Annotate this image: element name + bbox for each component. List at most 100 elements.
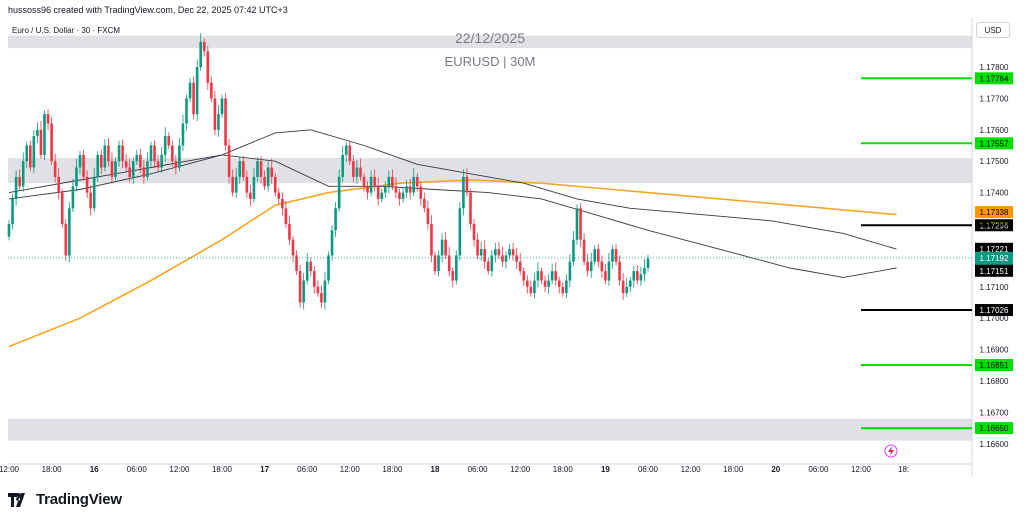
candle-body	[124, 161, 128, 168]
candle-body	[11, 198, 14, 224]
candle-body	[497, 249, 501, 256]
chart-credit: hussoss96 created with TradingView.com, …	[8, 5, 288, 15]
candle-body	[192, 82, 195, 115]
candle-body	[270, 167, 273, 177]
candle-body	[114, 161, 117, 177]
candle-body	[53, 161, 57, 177]
candle-body	[597, 249, 600, 262]
candle-body	[128, 167, 131, 177]
candle-body	[220, 98, 224, 115]
price-tag	[975, 242, 1013, 255]
candle-body	[483, 249, 486, 262]
candle-body	[242, 161, 245, 177]
candle-body	[462, 176, 465, 209]
candle-body	[479, 249, 483, 256]
candle-body	[572, 239, 575, 262]
candle-body	[64, 224, 68, 256]
candle-body	[465, 176, 469, 193]
candle-body	[273, 176, 277, 193]
candle-body	[234, 176, 238, 193]
candle-body	[71, 186, 75, 209]
candle-body	[320, 293, 323, 303]
candle-body	[78, 154, 82, 168]
candle-body	[586, 261, 589, 272]
y-tick-label: 1.17100	[980, 283, 1009, 292]
x-tick-label: 06:00	[297, 465, 318, 474]
candle-body	[39, 129, 43, 155]
candle-body	[501, 255, 504, 262]
zone-band	[8, 35, 972, 49]
currency-button[interactable]: USD	[976, 22, 1010, 38]
candle-body	[224, 98, 227, 146]
candle-body	[529, 286, 533, 294]
candle-body	[266, 167, 270, 187]
candle-body	[440, 239, 444, 256]
ma-orange-line	[8, 179, 897, 348]
candle-body	[277, 192, 281, 199]
x-tick-label: 12:00	[0, 465, 20, 474]
x-tick-label: 19	[601, 465, 610, 474]
candle-body	[107, 145, 110, 162]
candle-body	[36, 129, 39, 137]
candle-body	[579, 208, 582, 240]
candle-body	[295, 255, 298, 272]
x-tick-label: 18:00	[382, 465, 403, 474]
candle-body	[415, 176, 419, 187]
x-tick-label: 18:00	[42, 465, 63, 474]
candle-body	[522, 271, 526, 281]
candle-body	[50, 123, 53, 162]
candle-body	[352, 161, 355, 177]
candle-body	[206, 51, 210, 83]
candle-body	[547, 280, 550, 287]
candle-body	[376, 186, 380, 199]
y-tick-label: 1.17600	[980, 126, 1009, 135]
candle-body	[515, 255, 518, 262]
candle-body	[25, 145, 29, 162]
level-label: 1.17296	[980, 221, 1009, 230]
candle-body	[117, 145, 121, 162]
candle-body	[75, 167, 78, 187]
candle-body	[181, 123, 185, 146]
candle-body	[394, 186, 398, 193]
candle-body	[188, 82, 192, 99]
countdown-label: 17:59	[979, 264, 1000, 273]
level-tag	[975, 422, 1013, 435]
x-tick-label: 20	[771, 465, 780, 474]
candle-body	[426, 208, 430, 224]
x-tick-label: 12:00	[851, 465, 872, 474]
x-tick-label: 18:00	[723, 465, 744, 474]
candle-body	[369, 176, 373, 193]
candle-body	[43, 114, 46, 155]
candle-body	[508, 249, 511, 256]
candle-body	[334, 208, 337, 231]
candle-body	[213, 98, 217, 130]
price-tag	[975, 251, 1013, 274]
candle-body	[618, 261, 621, 281]
candle-body	[21, 161, 25, 187]
time-axis: 12:00 18:00 16 06:00 12:00 18:00 17 06:00 12:00 1…	[0, 465, 909, 474]
price-tag	[975, 264, 1013, 277]
candle-body	[632, 271, 636, 281]
candle-body	[486, 261, 490, 272]
level-tag	[975, 358, 1013, 371]
candle-body	[281, 198, 284, 209]
candle-body	[348, 145, 352, 162]
candle-body	[575, 208, 579, 240]
candle-body	[511, 249, 515, 256]
candle-body	[110, 161, 114, 177]
candle-body	[153, 145, 156, 162]
zone-band	[8, 158, 972, 184]
y-tick-label: 1.17500	[980, 157, 1009, 166]
x-tick-label: 12:00	[510, 465, 531, 474]
level-tag	[975, 72, 1013, 85]
candle-body	[60, 192, 64, 224]
candle-body	[568, 261, 572, 281]
candle-body	[472, 224, 476, 240]
candle-body	[7, 224, 11, 237]
y-tick-label: 1.17700	[980, 94, 1009, 103]
candle-body	[366, 186, 369, 193]
candle-body	[380, 192, 384, 199]
candle-body	[469, 192, 472, 224]
candle-body	[344, 145, 348, 155]
